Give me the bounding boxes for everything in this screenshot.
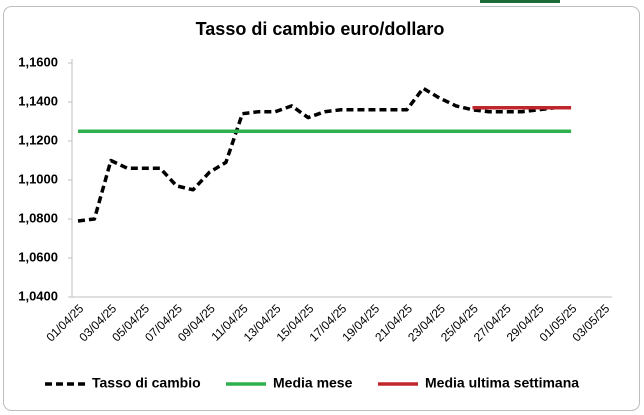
y-tick-label: 1,1000 — [18, 171, 58, 186]
y-tick-label: 1,1200 — [18, 132, 58, 147]
series-line — [77, 86, 572, 223]
y-tick-label: 1,1400 — [18, 93, 58, 108]
legend-label: Tasso di cambio — [92, 375, 201, 391]
top-strip — [480, 0, 560, 3]
y-tick-label: 1,1600 — [18, 54, 58, 69]
y-tick-label: 1,0400 — [18, 288, 58, 303]
legend-label: Media ultima settimana — [425, 375, 579, 391]
chart-frame — [3, 6, 640, 411]
chart-title: Tasso di cambio euro/dollaro — [196, 19, 445, 39]
y-tick-label: 1,0800 — [18, 210, 58, 225]
y-tick-label: 1,0600 — [18, 249, 58, 264]
legend-label: Media mese — [273, 375, 353, 391]
